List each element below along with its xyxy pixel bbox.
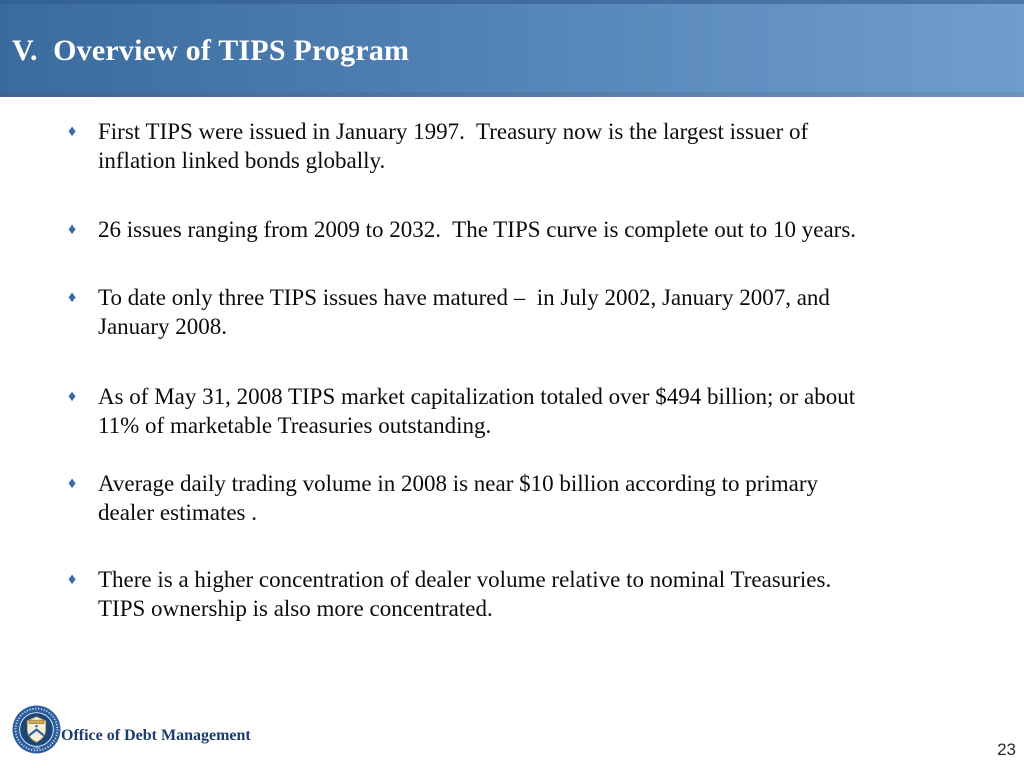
diamond-bullet-icon: ♦ bbox=[68, 221, 77, 238]
bullet-text: There is a higher concentration of deale… bbox=[98, 567, 832, 621]
bullet-item: ♦ There is a higher concentration of dea… bbox=[68, 565, 988, 623]
bullet-item: ♦ 26 issues ranging from 2009 to 2032. T… bbox=[68, 215, 988, 244]
bullet-text: To date only three TIPS issues have matu… bbox=[98, 285, 830, 339]
bullet-text: As of May 31, 2008 TIPS market capitaliz… bbox=[98, 384, 856, 438]
footer-organization-label: Office of Debt Management bbox=[61, 727, 251, 744]
diamond-bullet-icon: ♦ bbox=[68, 475, 77, 492]
bullet-list: ♦ First TIPS were issued in January 1997… bbox=[68, 117, 988, 623]
header-band: V. Overview of TIPS Program bbox=[0, 0, 1024, 92]
header-top-edge bbox=[0, 0, 1024, 4]
bullet-text: Average daily trading volume in 2008 is … bbox=[98, 471, 819, 525]
slide-title: V. Overview of TIPS Program bbox=[12, 34, 410, 67]
diamond-bullet-icon: ♦ bbox=[68, 571, 77, 588]
bullet-text: First TIPS were issued in January 1997. … bbox=[98, 119, 809, 173]
svg-text:1789: 1789 bbox=[33, 746, 40, 750]
bullet-item: ♦ Average daily trading volume in 2008 i… bbox=[68, 469, 988, 527]
diamond-bullet-icon: ♦ bbox=[68, 289, 77, 306]
diamond-bullet-icon: ♦ bbox=[68, 123, 77, 140]
bullet-item: ♦ First TIPS were issued in January 1997… bbox=[68, 117, 988, 175]
header-divider bbox=[0, 92, 1024, 97]
bullet-item: ♦ To date only three TIPS issues have ma… bbox=[68, 283, 988, 341]
bullet-text: 26 issues ranging from 2009 to 2032. The… bbox=[98, 217, 857, 242]
bullet-item: ♦ As of May 31, 2008 TIPS market capital… bbox=[68, 382, 988, 440]
diamond-bullet-icon: ♦ bbox=[68, 388, 77, 405]
slide-page-number: 23 bbox=[997, 740, 1016, 759]
treasury-seal-icon: 1789 bbox=[12, 705, 61, 754]
